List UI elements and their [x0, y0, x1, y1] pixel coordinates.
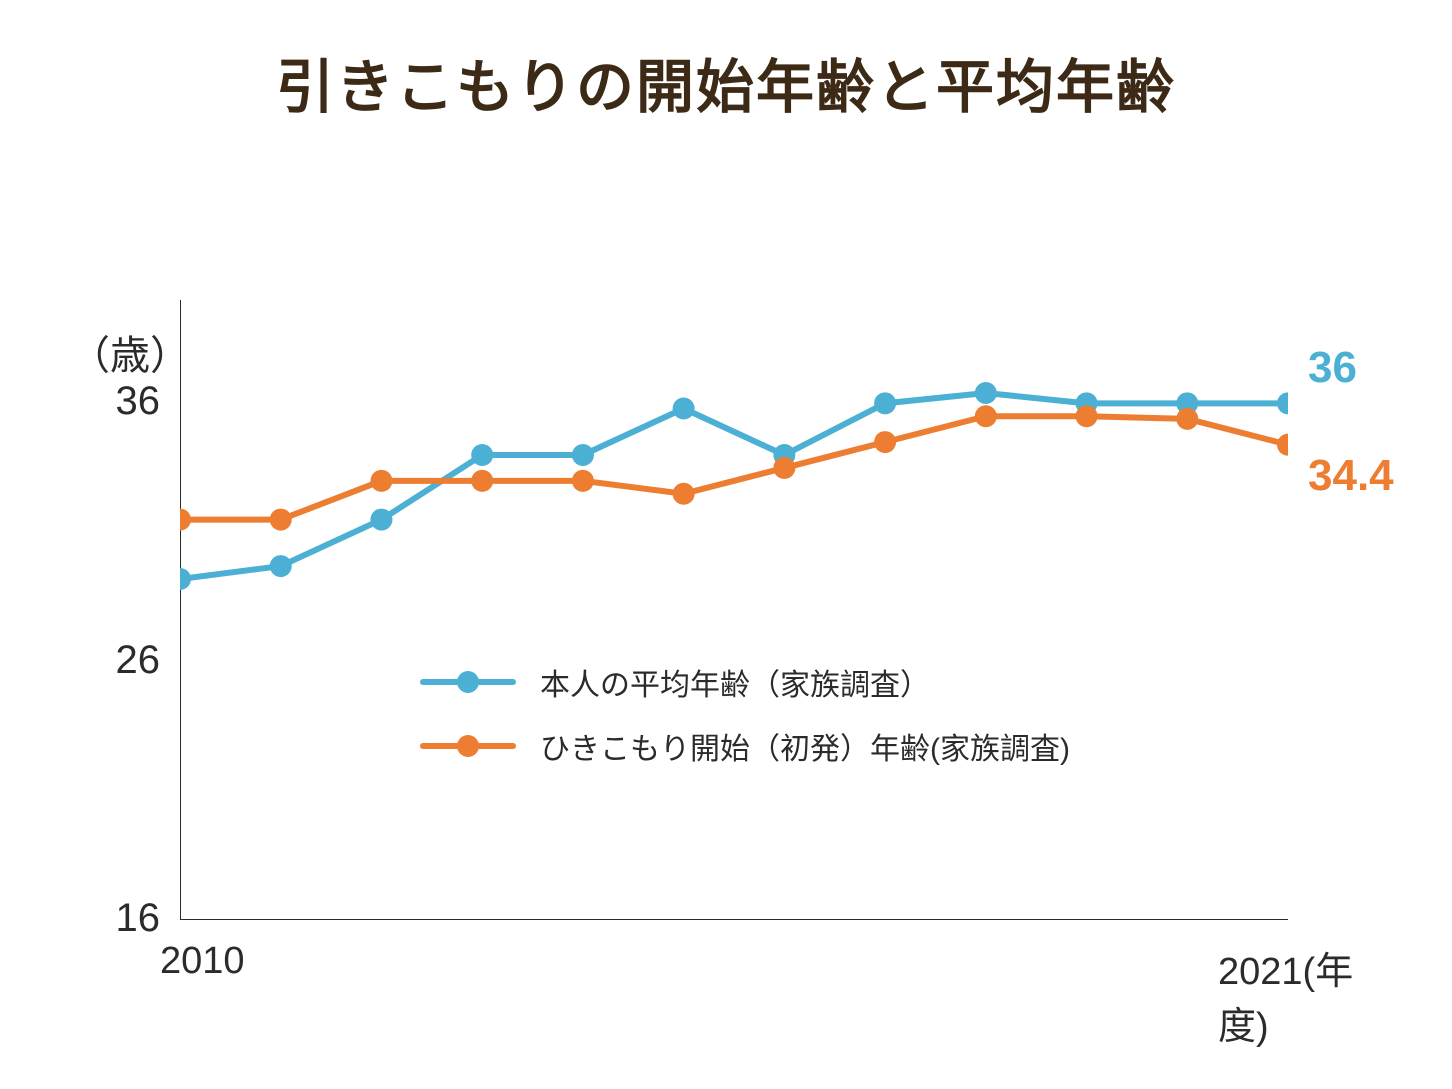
x-tick-label: 2010: [160, 940, 245, 983]
legend-item: 本人の平均年齢（家族調査）: [420, 660, 1070, 704]
series-end-label: 34.4: [1308, 451, 1394, 501]
chart-title: 引きこもりの開始年齢と平均年齢: [0, 40, 1452, 124]
legend-swatch: [420, 734, 516, 758]
legend-swatch: [420, 670, 516, 694]
y-tick-label: 26: [70, 638, 160, 683]
x-tick-label: 2021(年度): [1218, 940, 1353, 1050]
legend: 本人の平均年齢（家族調査） ひきこもり開始（初発）年齢(家族調査): [420, 660, 1070, 768]
legend-item: ひきこもり開始（初発）年齢(家族調査): [420, 724, 1070, 768]
page: 引きこもりの開始年齢と平均年齢 （歳） 16 26 36 2010 2021(年…: [0, 0, 1452, 1089]
y-tick-label: 16: [70, 896, 160, 941]
legend-label: 本人の平均年齢（家族調査）: [540, 660, 930, 704]
line-chart-svg: [180, 300, 1288, 920]
legend-label: ひきこもり開始（初発）年齢(家族調査): [540, 724, 1070, 768]
chart-area: （歳） 16 26 36 2010 2021(年度) 36 34.4 本人の平均…: [180, 300, 1288, 920]
series-end-label: 36: [1308, 343, 1357, 393]
y-axis-unit-label: （歳）: [70, 323, 190, 381]
legend-marker-icon: [457, 735, 479, 757]
legend-marker-icon: [457, 671, 479, 693]
y-tick-label: 36: [70, 379, 160, 424]
